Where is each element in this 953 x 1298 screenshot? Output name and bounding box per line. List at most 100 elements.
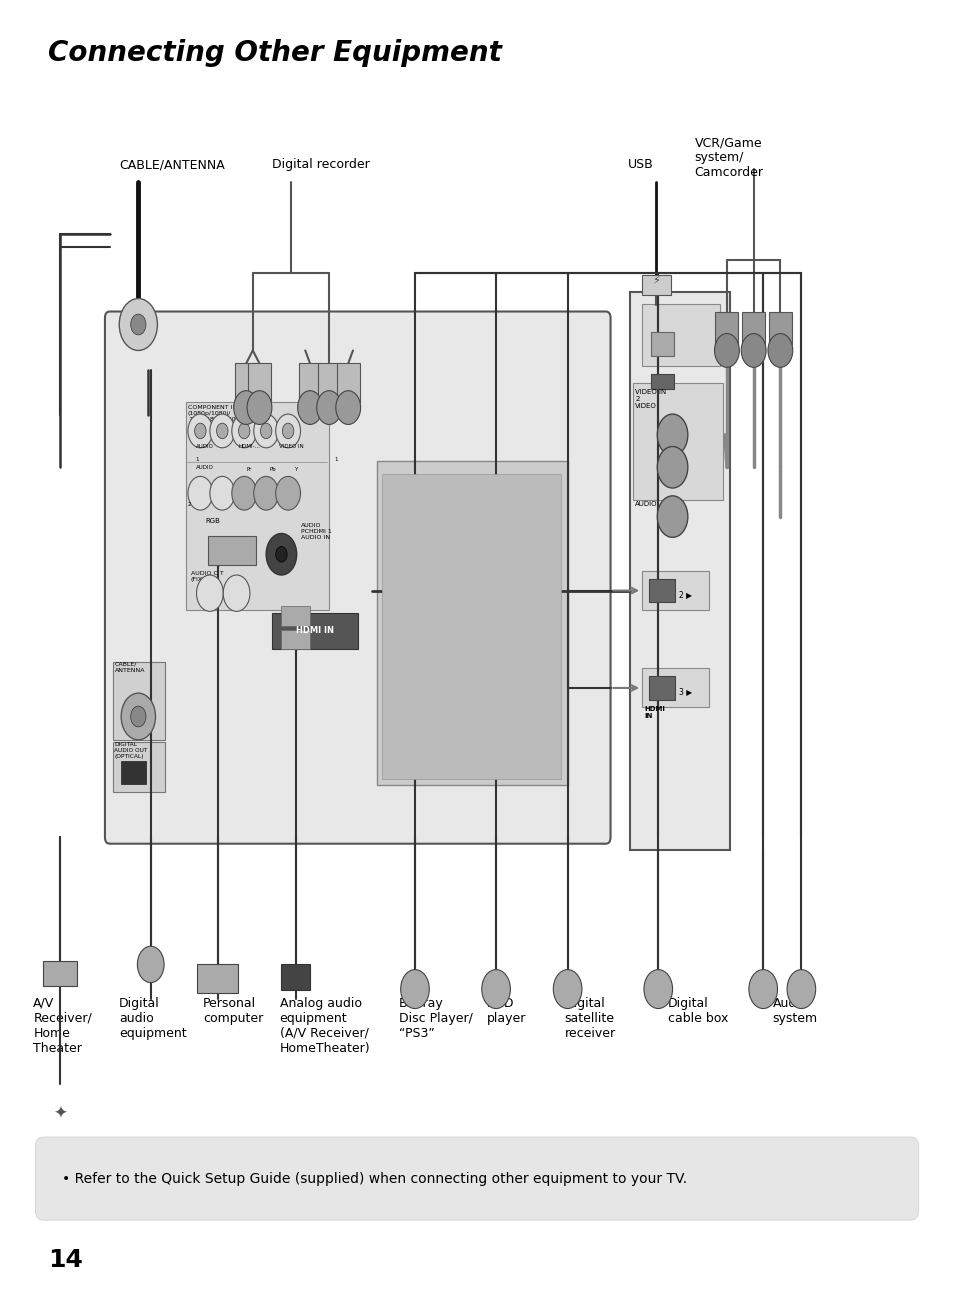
- Text: CABLE/ANTENNA: CABLE/ANTENNA: [119, 158, 225, 171]
- Text: HDMI IN: HDMI IN: [295, 627, 334, 635]
- Circle shape: [188, 476, 213, 510]
- Text: Pr: Pr: [246, 467, 252, 472]
- Circle shape: [657, 414, 687, 456]
- Circle shape: [297, 391, 322, 424]
- Circle shape: [643, 970, 672, 1009]
- Text: A/V
Receiver/
Home
Theater: A/V Receiver/ Home Theater: [33, 997, 92, 1055]
- Circle shape: [216, 423, 228, 439]
- Bar: [650, 374, 674, 389]
- Text: USB: USB: [627, 158, 653, 171]
- Circle shape: [253, 414, 278, 448]
- Text: 3 ▶: 3 ▶: [679, 688, 692, 696]
- Text: AUDIO: AUDIO: [195, 465, 213, 470]
- Text: AUDIO C T
(FIX): AUDIO C T (FIX): [191, 571, 223, 582]
- Text: Pb: Pb: [270, 467, 276, 472]
- Bar: [248, 363, 271, 402]
- Bar: [281, 606, 310, 626]
- Text: 14: 14: [48, 1249, 83, 1272]
- Text: ✦: ✦: [53, 1105, 67, 1123]
- Circle shape: [121, 693, 155, 740]
- Text: Digital
audio
equipment: Digital audio equipment: [119, 997, 187, 1040]
- Text: AUDIO
PCHDMI 1
AUDIO IN: AUDIO PCHDMI 1 AUDIO IN: [300, 523, 331, 540]
- Text: AUDIO: AUDIO: [195, 444, 213, 449]
- Text: HDMI
IN: HDMI IN: [643, 706, 664, 719]
- Circle shape: [400, 970, 429, 1009]
- Circle shape: [316, 391, 341, 424]
- Bar: [648, 579, 675, 602]
- Circle shape: [786, 970, 815, 1009]
- Circle shape: [131, 706, 146, 727]
- Text: Y: Y: [294, 467, 296, 472]
- Circle shape: [553, 970, 581, 1009]
- Bar: [281, 630, 310, 649]
- Circle shape: [131, 314, 146, 335]
- Text: Personal
computer: Personal computer: [203, 997, 263, 1025]
- Bar: [768, 312, 791, 344]
- Circle shape: [238, 423, 250, 439]
- Text: Blu-ray
Disc Player/
“PS3”: Blu-ray Disc Player/ “PS3”: [398, 997, 472, 1040]
- Text: DIGITAL
AUDIO OUT
(OPTICAL): DIGITAL AUDIO OUT (OPTICAL): [114, 742, 148, 759]
- Bar: [632, 383, 722, 500]
- Bar: [641, 571, 708, 610]
- Circle shape: [275, 476, 300, 510]
- Circle shape: [335, 391, 360, 424]
- Bar: [641, 275, 670, 295]
- Circle shape: [481, 970, 510, 1009]
- Circle shape: [210, 414, 234, 448]
- Bar: [298, 363, 321, 402]
- Bar: [121, 761, 146, 784]
- Bar: [381, 474, 560, 779]
- Circle shape: [253, 476, 278, 510]
- Text: 2: 2: [188, 502, 192, 508]
- Circle shape: [714, 334, 739, 367]
- Text: ⚡: ⚡: [652, 276, 659, 287]
- Text: HDMI-...: HDMI-...: [238, 444, 260, 449]
- Circle shape: [137, 946, 164, 983]
- FancyBboxPatch shape: [35, 1137, 918, 1220]
- Bar: [641, 668, 708, 707]
- Bar: [112, 662, 165, 740]
- Text: Analog audio
equipment
(A/V Receiver/
HomeTheater): Analog audio equipment (A/V Receiver/ Ho…: [279, 997, 370, 1055]
- Text: Digital
satellite
receiver: Digital satellite receiver: [564, 997, 616, 1040]
- Text: Digital
cable box: Digital cable box: [667, 997, 727, 1025]
- Circle shape: [188, 414, 213, 448]
- Circle shape: [282, 423, 294, 439]
- Circle shape: [119, 299, 157, 350]
- Circle shape: [740, 334, 765, 367]
- Bar: [234, 363, 257, 402]
- Circle shape: [196, 575, 223, 611]
- Circle shape: [275, 414, 300, 448]
- Circle shape: [266, 533, 296, 575]
- Text: Connecting Other Equipment: Connecting Other Equipment: [48, 39, 501, 67]
- Circle shape: [232, 414, 256, 448]
- Bar: [641, 304, 720, 366]
- FancyBboxPatch shape: [105, 312, 610, 844]
- Bar: [272, 613, 357, 649]
- Circle shape: [233, 391, 258, 424]
- Circle shape: [657, 496, 687, 537]
- Text: • Refer to the Quick Setup Guide (supplied) when connecting other equipment to y: • Refer to the Quick Setup Guide (suppli…: [62, 1172, 686, 1185]
- Circle shape: [260, 423, 272, 439]
- Text: 1: 1: [334, 457, 337, 462]
- Text: Audio
system: Audio system: [772, 997, 817, 1025]
- Text: 1: 1: [195, 457, 199, 462]
- Circle shape: [247, 391, 272, 424]
- Text: Digital recorder: Digital recorder: [272, 158, 369, 171]
- Circle shape: [767, 334, 792, 367]
- Bar: [317, 363, 340, 402]
- Text: COMPONENT IN
(1080p/1080i/
720p/480p/480i): COMPONENT IN (1080p/1080i/ 720p/480p/480…: [188, 405, 239, 422]
- Circle shape: [232, 476, 256, 510]
- Text: AUDIO: AUDIO: [635, 501, 658, 508]
- Bar: [741, 312, 764, 344]
- Circle shape: [210, 476, 234, 510]
- Circle shape: [657, 447, 687, 488]
- Bar: [629, 292, 729, 850]
- Circle shape: [194, 423, 206, 439]
- Text: 2 ▶: 2 ▶: [679, 591, 692, 598]
- Text: DVD
player: DVD player: [486, 997, 525, 1025]
- Bar: [43, 961, 77, 986]
- Text: CABLE/
ANTENNA: CABLE/ ANTENNA: [114, 662, 145, 672]
- Bar: [281, 964, 310, 990]
- Bar: [650, 332, 674, 356]
- Text: RGB: RGB: [205, 518, 220, 524]
